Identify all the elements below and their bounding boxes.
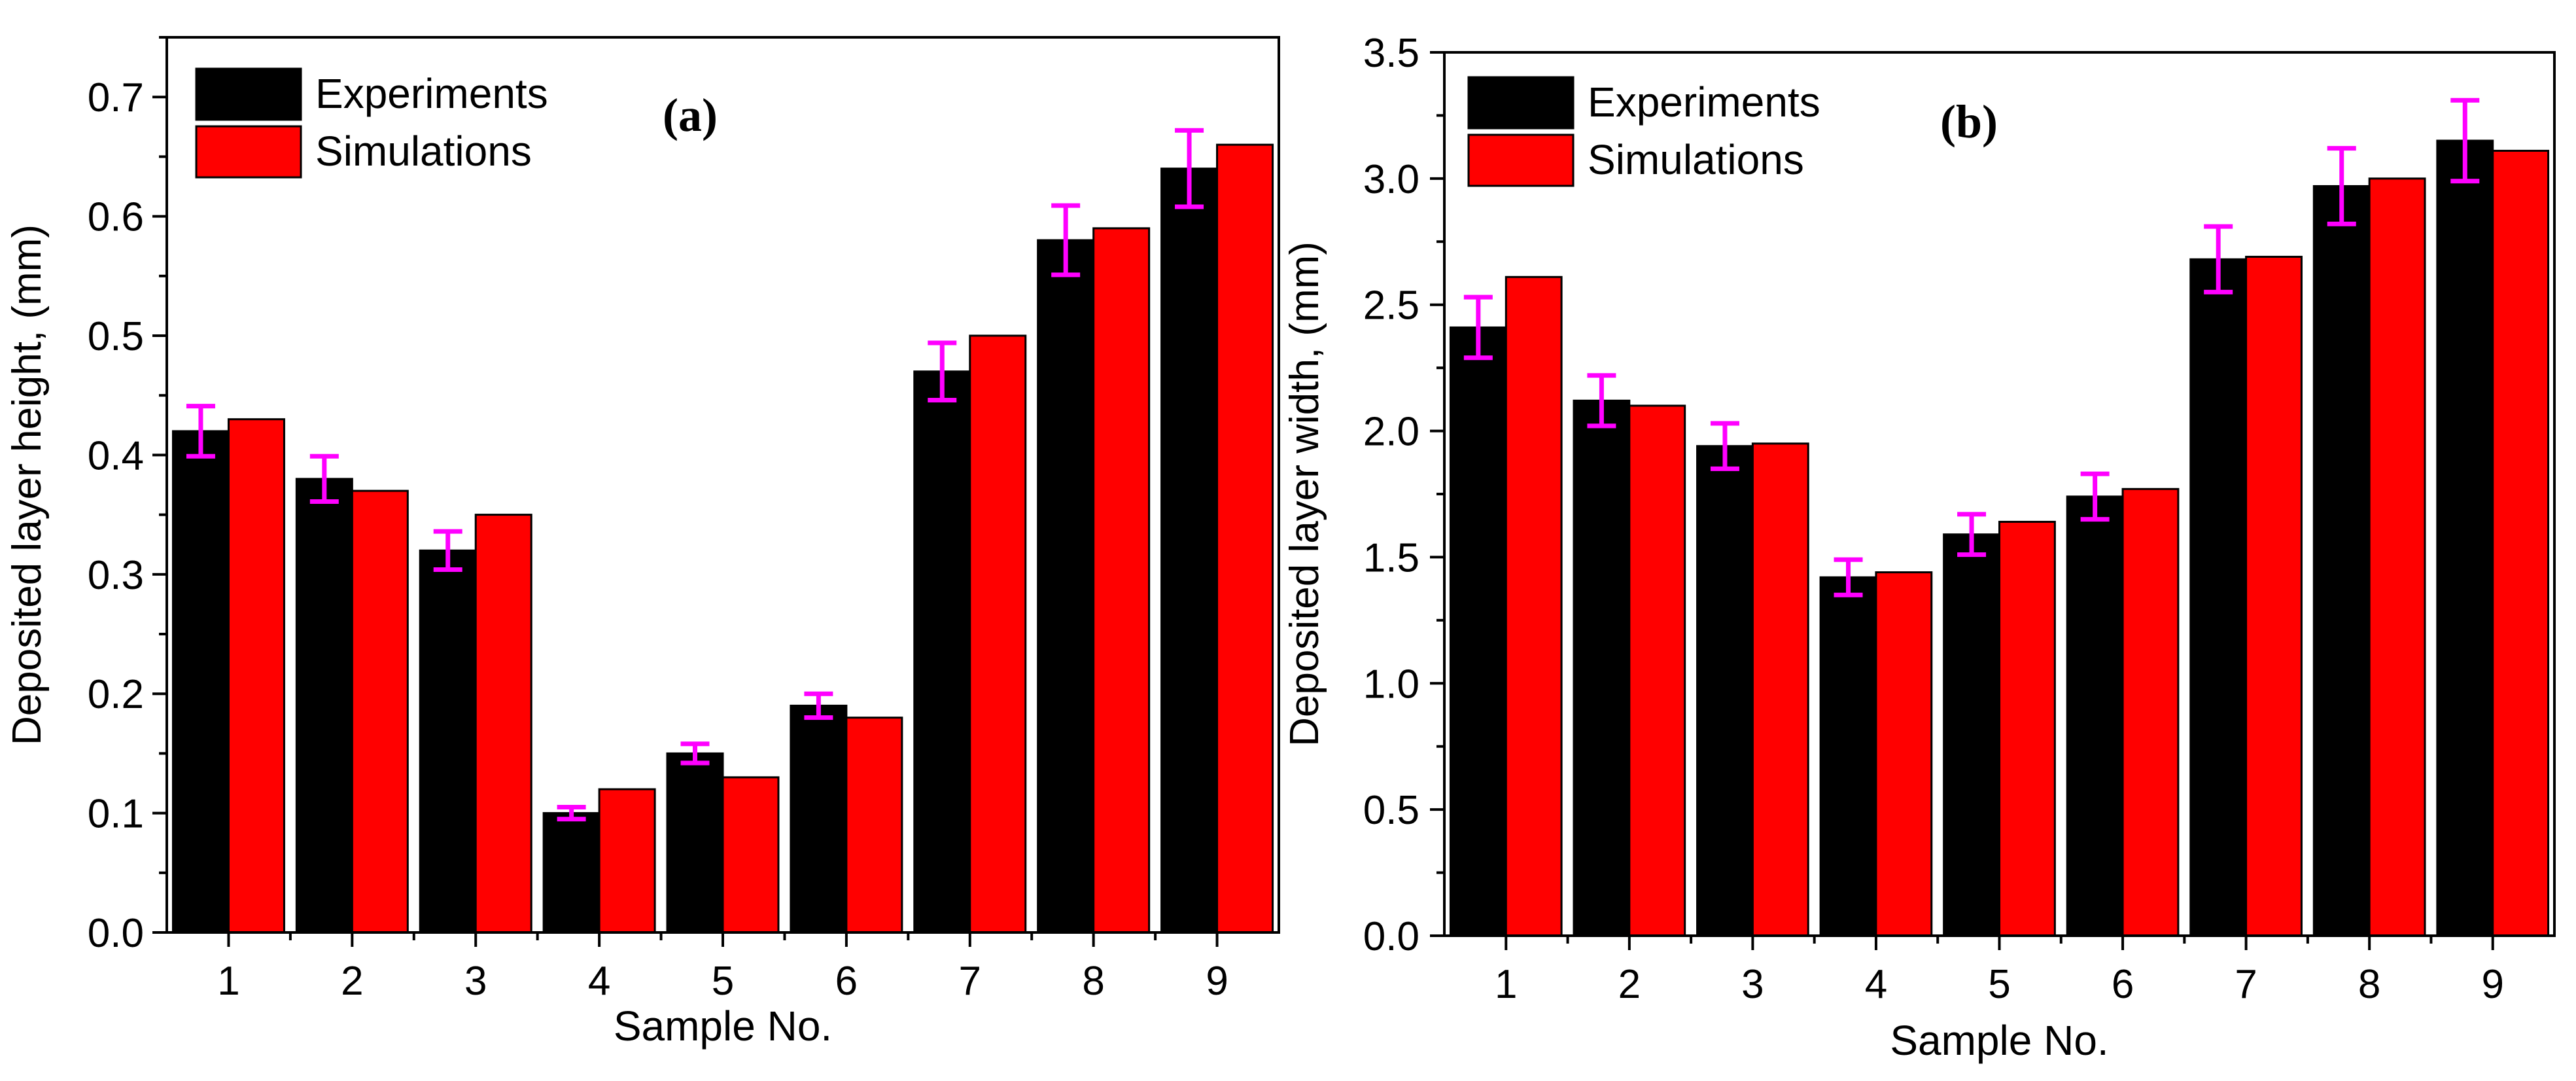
bar-simulations-3 [1751,442,1809,937]
bar-simulations-5 [722,776,780,934]
bar-experiments-6 [2066,495,2124,937]
panel-label: (a) [663,89,718,141]
y-tick-label: 0.6 [88,195,144,240]
x-axis-label: Sample No. [614,1002,832,1050]
bar-simulations-1 [227,418,285,934]
y-axis-label: Deposited layer height, (mm) [5,224,50,745]
x-tick-label: 3 [1741,962,1764,1007]
legend-label-simulations: Simulations [1588,136,1804,183]
y-tick-label: 3.5 [1363,31,1419,76]
x-tick-label: 8 [1082,959,1104,1004]
y-axis-label: Deposited layer width, (mm) [1282,241,1327,747]
legend-swatch-simulations [195,125,302,179]
panel-label: (b) [1940,96,1998,148]
x-tick-label: 2 [1618,962,1641,1007]
x-axis-label: Sample No. [1890,1017,2108,1064]
bar-simulations-6 [2121,487,2180,937]
bar-experiments-4 [1819,576,1877,937]
y-tick-label: 0.4 [88,433,144,478]
bar-experiments-7 [2189,258,2248,937]
bar-experiments-8 [2312,185,2371,937]
x-tick-label: 9 [1206,959,1228,1004]
x-tick-label: 7 [959,959,981,1004]
bar-simulations-9 [1216,143,1274,934]
bar-experiments-9 [2436,139,2494,937]
bar-experiments-9 [1160,168,1219,934]
bar-simulations-3 [474,514,532,934]
y-tick-label: 3.0 [1363,157,1419,202]
x-tick-label: 1 [217,959,239,1004]
bar-experiments-1 [171,430,230,934]
bar-simulations-8 [2368,177,2426,937]
legend-label-simulations: Simulations [315,128,532,175]
y-tick-label: 1.0 [1363,662,1419,707]
y-tick-label: 0.7 [88,75,144,120]
bar-experiments-2 [295,478,353,934]
y-tick-label: 1.5 [1363,535,1419,580]
x-tick-label: 3 [464,959,487,1004]
legend-swatch-simulations [1467,133,1575,187]
bar-experiments-5 [666,752,724,934]
x-tick-label: 5 [712,959,734,1004]
x-tick-label: 9 [2481,962,2503,1007]
bar-simulations-2 [351,489,409,934]
bar-simulations-6 [845,717,903,934]
bar-simulations-2 [1628,404,1686,937]
bar-simulations-4 [598,788,656,934]
bar-simulations-5 [1998,520,2056,937]
x-tick-label: 4 [588,959,610,1004]
bar-experiments-6 [790,704,848,934]
bar-simulations-1 [1505,275,1563,937]
y-tick-label: 0.0 [88,911,144,956]
legend-swatch-experiments [195,67,302,121]
bar-simulations-7 [2245,255,2303,937]
y-tick-label: 0.3 [88,553,144,598]
bar-simulations-8 [1092,227,1151,934]
x-tick-label: 6 [835,959,858,1004]
bar-experiments-8 [1037,239,1095,934]
bar-simulations-7 [969,334,1027,934]
y-tick-label: 2.0 [1363,410,1419,455]
x-tick-label: 2 [341,959,363,1004]
legend-swatch-experiments [1467,76,1575,130]
bar-simulations-4 [1875,571,1933,937]
x-tick-label: 8 [2358,962,2380,1007]
bar-experiments-1 [1449,326,1507,937]
bar-experiments-7 [913,370,971,934]
x-tick-label: 7 [2235,962,2257,1007]
x-tick-label: 5 [1988,962,2010,1007]
bar-experiments-4 [542,812,600,934]
x-tick-label: 1 [1495,962,1517,1007]
y-tick-label: 2.5 [1363,283,1419,328]
bar-simulations-9 [2492,149,2550,937]
legend-label-experiments: Experiments [315,70,548,117]
y-tick-label: 0.0 [1363,914,1419,959]
bar-experiments-3 [419,549,477,934]
bar-experiments-3 [1696,445,1754,937]
bar-experiments-5 [1943,533,2000,937]
y-tick-label: 0.5 [1363,788,1419,833]
y-tick-label: 0.5 [88,314,144,359]
x-tick-label: 6 [2112,962,2134,1007]
legend-label-experiments: Experiments [1588,79,1820,126]
y-tick-label: 0.1 [88,792,144,837]
y-tick-label: 0.2 [88,672,144,717]
bar-experiments-2 [1573,399,1631,937]
x-tick-label: 4 [1865,962,1887,1007]
